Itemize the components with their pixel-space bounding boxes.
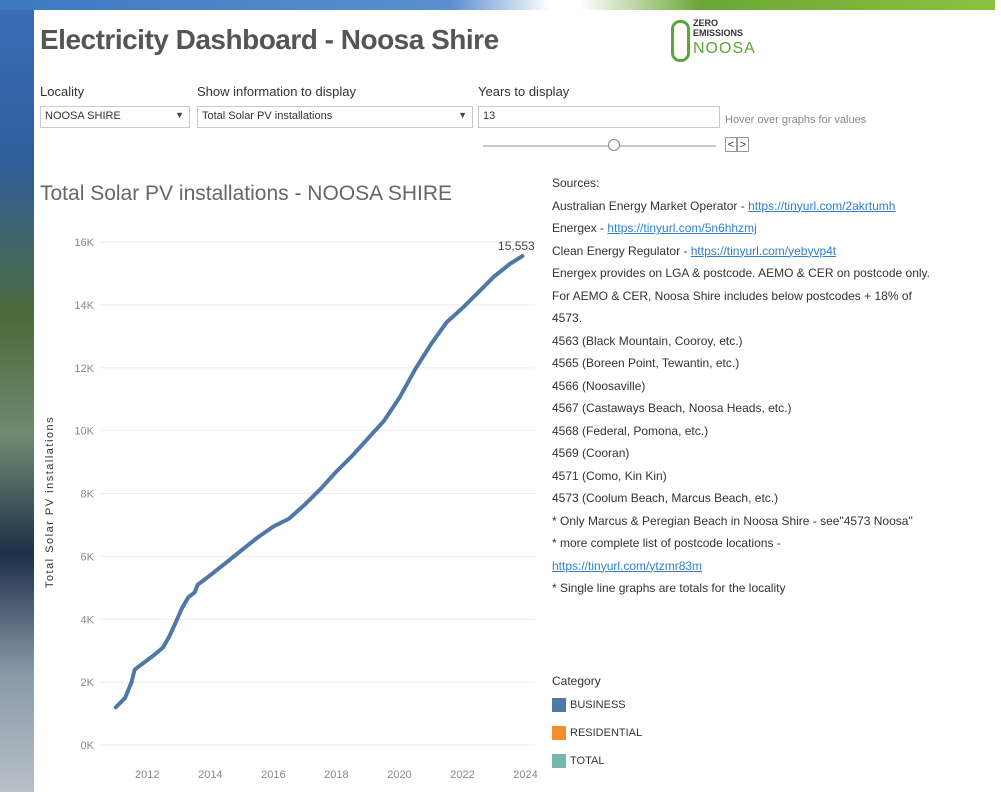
y-tick-label: 0K — [81, 740, 95, 752]
legend-label-business: BUSINESS — [570, 699, 626, 711]
x-tick-label: 2012 — [135, 769, 159, 781]
info-dropdown[interactable]: Total Solar PV installations ▼ — [197, 106, 473, 128]
y-tick-label: 12K — [74, 363, 94, 375]
last-value-label: 15,553 — [498, 239, 535, 253]
y-tick-label: 8K — [81, 489, 95, 501]
legend-item-total[interactable]: TOTAL — [552, 754, 604, 774]
source-cer-text: Clean Energy Regulator - — [552, 243, 691, 258]
legend-swatch-residential — [552, 726, 566, 740]
postcode-item: 4566 (Noosaville) — [552, 378, 646, 393]
y-tick-label: 14K — [74, 300, 94, 312]
y-tick-label: 10K — [74, 426, 94, 438]
info-value: Total Solar PV installations — [202, 110, 333, 122]
source-aemo: Australian Energy Market Operator - http… — [552, 195, 992, 218]
y-axis-label: Total Solar PV installations — [44, 416, 56, 588]
x-tick-label: 2022 — [450, 769, 474, 781]
chart-title: Total Solar PV installations - NOOSA SHI… — [40, 182, 452, 205]
legend-label-residential: RESIDENTIAL — [570, 727, 643, 739]
logo-text-noosa: NOOSA — [693, 40, 756, 57]
note-postcode-list: * more complete list of postcode locatio… — [552, 536, 781, 550]
legend-item-business[interactable]: BUSINESS — [552, 698, 626, 718]
source-cer: Clean Energy Regulator - https://tinyurl… — [552, 240, 992, 263]
years-slider-thumb[interactable] — [608, 139, 620, 151]
locality-label: Locality — [40, 84, 85, 99]
source-energex: Energex - https://tinyurl.com/5n6hhzmj — [552, 217, 992, 240]
postcode-item: 4569 (Cooran) — [552, 446, 630, 460]
page-title: Electricity Dashboard - Noosa Shire — [40, 24, 499, 55]
y-tick-label: 4K — [81, 614, 95, 626]
legend-swatch-business — [552, 698, 566, 712]
sources-panel: Sources: Australian Energy Market Operat… — [552, 172, 992, 600]
postcode-item: 4565 (Boreen Point, Tewantin, etc.) — [552, 356, 740, 370]
y-axis-ticks: 0K 2K 4K 6K 8K 10K 12K 14K 16K — [74, 237, 94, 752]
postcode-item: 4563 (Black Mountain, Cooroy, etc.) — [552, 333, 743, 348]
logo-ring-icon — [671, 20, 690, 62]
x-tick-label: 2016 — [261, 769, 285, 781]
background-top-bar — [0, 0, 1001, 10]
postcode-list-link[interactable]: https://tinyurl.com/ytzmr83m — [552, 558, 703, 573]
prev-year-button[interactable]: < — [725, 137, 737, 152]
legend-label-total: TOTAL — [570, 755, 605, 767]
source-aemo-text: Australian Energy Market Operator - — [552, 198, 749, 213]
note-postcodes-cont: 4573. — [552, 311, 583, 325]
series-line-total[interactable] — [113, 254, 525, 710]
hover-hint: Hover over graphs for values — [725, 114, 867, 126]
y-tick-label: 2K — [81, 677, 95, 689]
locality-dropdown[interactable]: NOOSA SHIRE ▼ — [40, 106, 190, 128]
years-label: Years to display — [478, 84, 570, 99]
x-tick-label: 2024 — [513, 769, 537, 781]
note-postcodes: For AEMO & CER, Noosa Shire includes bel… — [552, 288, 912, 303]
source-energex-link[interactable]: https://tinyurl.com/5n6hhzmj — [607, 221, 757, 235]
y-tick-label: 16K — [74, 237, 94, 249]
zero-emissions-noosa-logo: ZERO EMISSIONS NOOSA — [667, 18, 762, 66]
years-slider-track[interactable] — [483, 145, 716, 147]
postcode-item: 4571 (Como, Kin Kin) — [552, 468, 667, 483]
dashboard-panel: Electricity Dashboard - Noosa Shire ZERO… — [34, 10, 995, 792]
legend-item-residential[interactable]: RESIDENTIAL — [552, 726, 642, 746]
x-tick-label: 2020 — [387, 769, 411, 781]
x-axis-ticks: 2012 2014 2016 2018 2020 2022 2024 — [135, 769, 538, 781]
x-tick-label: 2014 — [198, 769, 222, 781]
next-year-button[interactable]: > — [737, 137, 749, 152]
source-cer-link[interactable]: https://tinyurl.com/yebyvp4t — [690, 243, 837, 258]
note-marcus-peregian: * Only Marcus & Peregian Beach in Noosa … — [552, 513, 913, 528]
sources-heading: Sources: — [552, 176, 600, 190]
dropdown-arrow-icon: ▼ — [175, 110, 184, 120]
note-lga: Energex provides on LGA & postcode. AEMO… — [552, 266, 930, 280]
source-energex-text: Energex - — [552, 221, 608, 235]
background-photo-strip — [0, 0, 34, 792]
y-tick-label: 6K — [81, 551, 95, 563]
info-label: Show information to display — [197, 84, 356, 99]
legend-title: Category — [552, 674, 601, 688]
postcode-item: 4573 (Coolum Beach, Marcus Beach, etc.) — [552, 491, 779, 505]
x-tick-label: 2018 — [324, 769, 348, 781]
source-aemo-link[interactable]: https://tinyurl.com/2akrtumh — [748, 198, 896, 213]
legend-swatch-total — [552, 754, 566, 768]
background-right-edge — [995, 0, 1001, 792]
dropdown-arrow-icon: ▼ — [458, 110, 467, 120]
logo-text-emissions: EMISSIONS — [693, 28, 744, 38]
logo-text-zero: ZERO — [693, 18, 719, 28]
locality-value: NOOSA SHIRE — [45, 110, 121, 122]
years-input[interactable]: 13 — [478, 106, 720, 128]
years-value: 13 — [483, 110, 496, 122]
postcode-item: 4567 (Castaways Beach, Noosa Heads, etc.… — [552, 401, 792, 415]
note-single-line: * Single line graphs are totals for the … — [552, 581, 786, 595]
postcode-item: 4568 (Federal, Pomona, etc.) — [552, 423, 709, 438]
